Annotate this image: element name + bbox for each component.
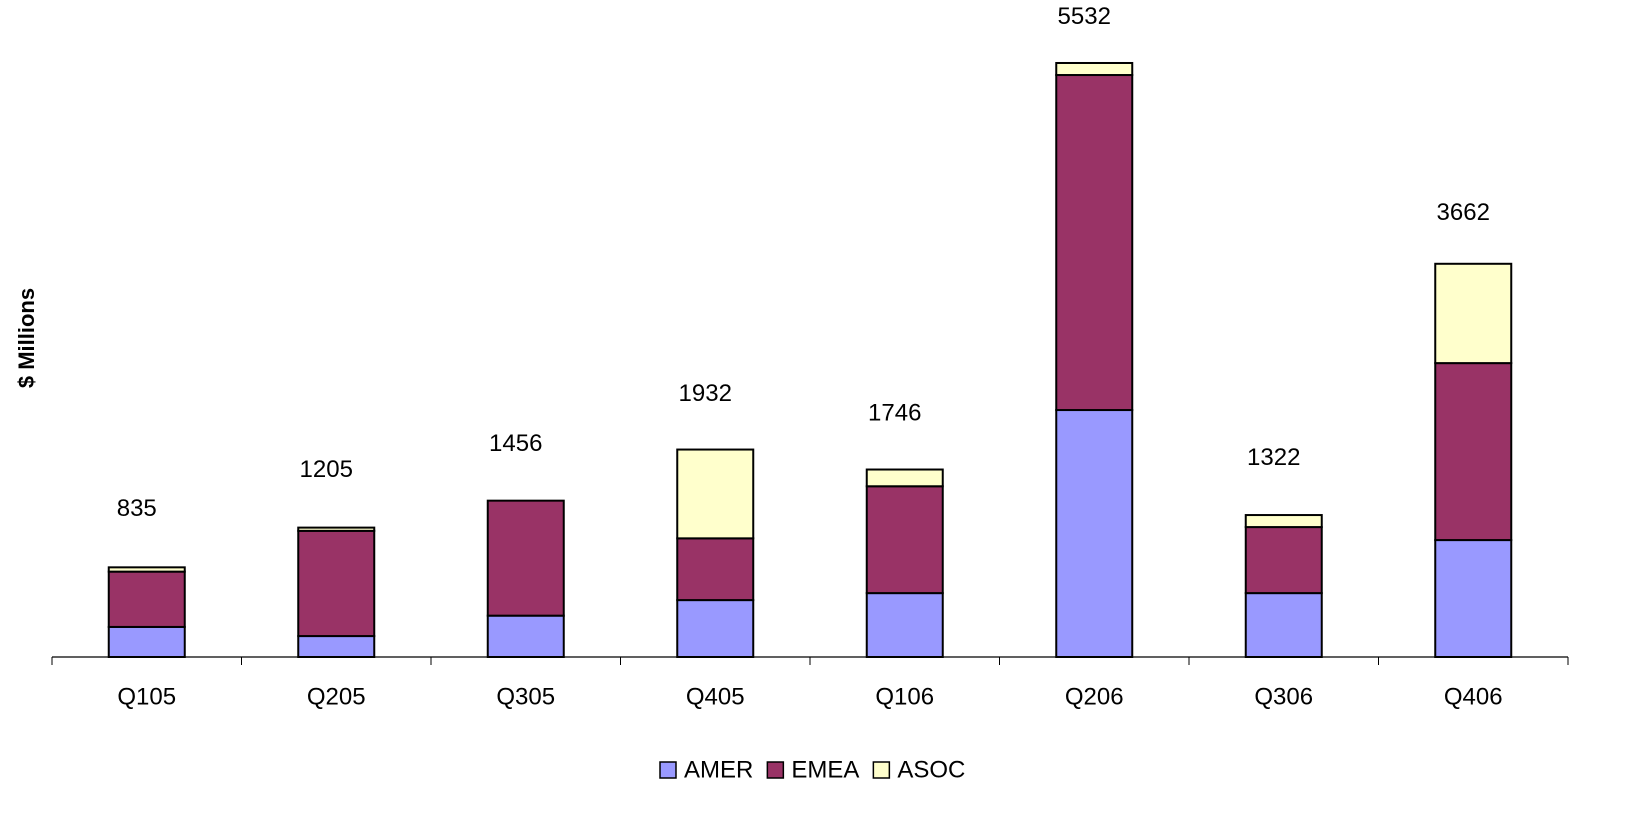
x-tick-label: Q305 — [496, 683, 555, 710]
total-label: 1932 — [679, 380, 732, 407]
bar-segment — [865, 485, 944, 595]
bar-segment — [1434, 362, 1513, 542]
legend-swatch — [659, 761, 677, 779]
bar-segment — [865, 592, 944, 658]
total-label: 1322 — [1247, 444, 1300, 471]
x-tick-label: Q105 — [117, 683, 176, 710]
bar-segment — [107, 570, 186, 628]
x-tick-label: Q106 — [875, 683, 934, 710]
x-tick-label: Q205 — [307, 683, 366, 710]
bar-segment — [1055, 74, 1134, 412]
y-axis-label: $ Millions — [14, 288, 39, 388]
bar-segment — [676, 599, 755, 658]
bar-segment — [297, 635, 376, 658]
bar-segment — [676, 537, 755, 602]
bar-segment — [1434, 539, 1513, 659]
total-label: 1746 — [868, 400, 921, 427]
x-tick-label: Q406 — [1444, 683, 1503, 710]
bar-segment — [1244, 526, 1323, 595]
legend-label: ASOC — [897, 756, 965, 783]
total-label: 3662 — [1437, 199, 1490, 226]
bar-segment — [107, 625, 186, 659]
bar-segment — [1434, 262, 1513, 365]
bar-segment — [486, 499, 565, 617]
total-label: 1456 — [489, 430, 542, 457]
x-tick-label: Q405 — [686, 683, 745, 710]
bar-segment — [1244, 592, 1323, 658]
bar-segment — [1055, 61, 1134, 77]
bar-segment — [1055, 409, 1134, 658]
total-label: 1205 — [300, 456, 353, 483]
x-tick-label: Q306 — [1254, 683, 1313, 710]
bar-segment — [486, 614, 565, 659]
legend-label: AMER — [684, 756, 753, 783]
bar-segment — [297, 529, 376, 638]
legend-swatch — [872, 761, 891, 779]
total-label: 835 — [117, 495, 157, 522]
total-label: 5532 — [1058, 3, 1111, 30]
x-tick-label: Q206 — [1065, 683, 1124, 710]
legend-label: EMEA — [791, 756, 859, 783]
bar-segment — [107, 566, 186, 573]
bar-segment — [865, 468, 944, 488]
legend-swatch — [766, 761, 785, 779]
bar-segment — [1244, 514, 1323, 529]
bar-segment — [297, 526, 376, 532]
bar-segment — [676, 448, 755, 540]
